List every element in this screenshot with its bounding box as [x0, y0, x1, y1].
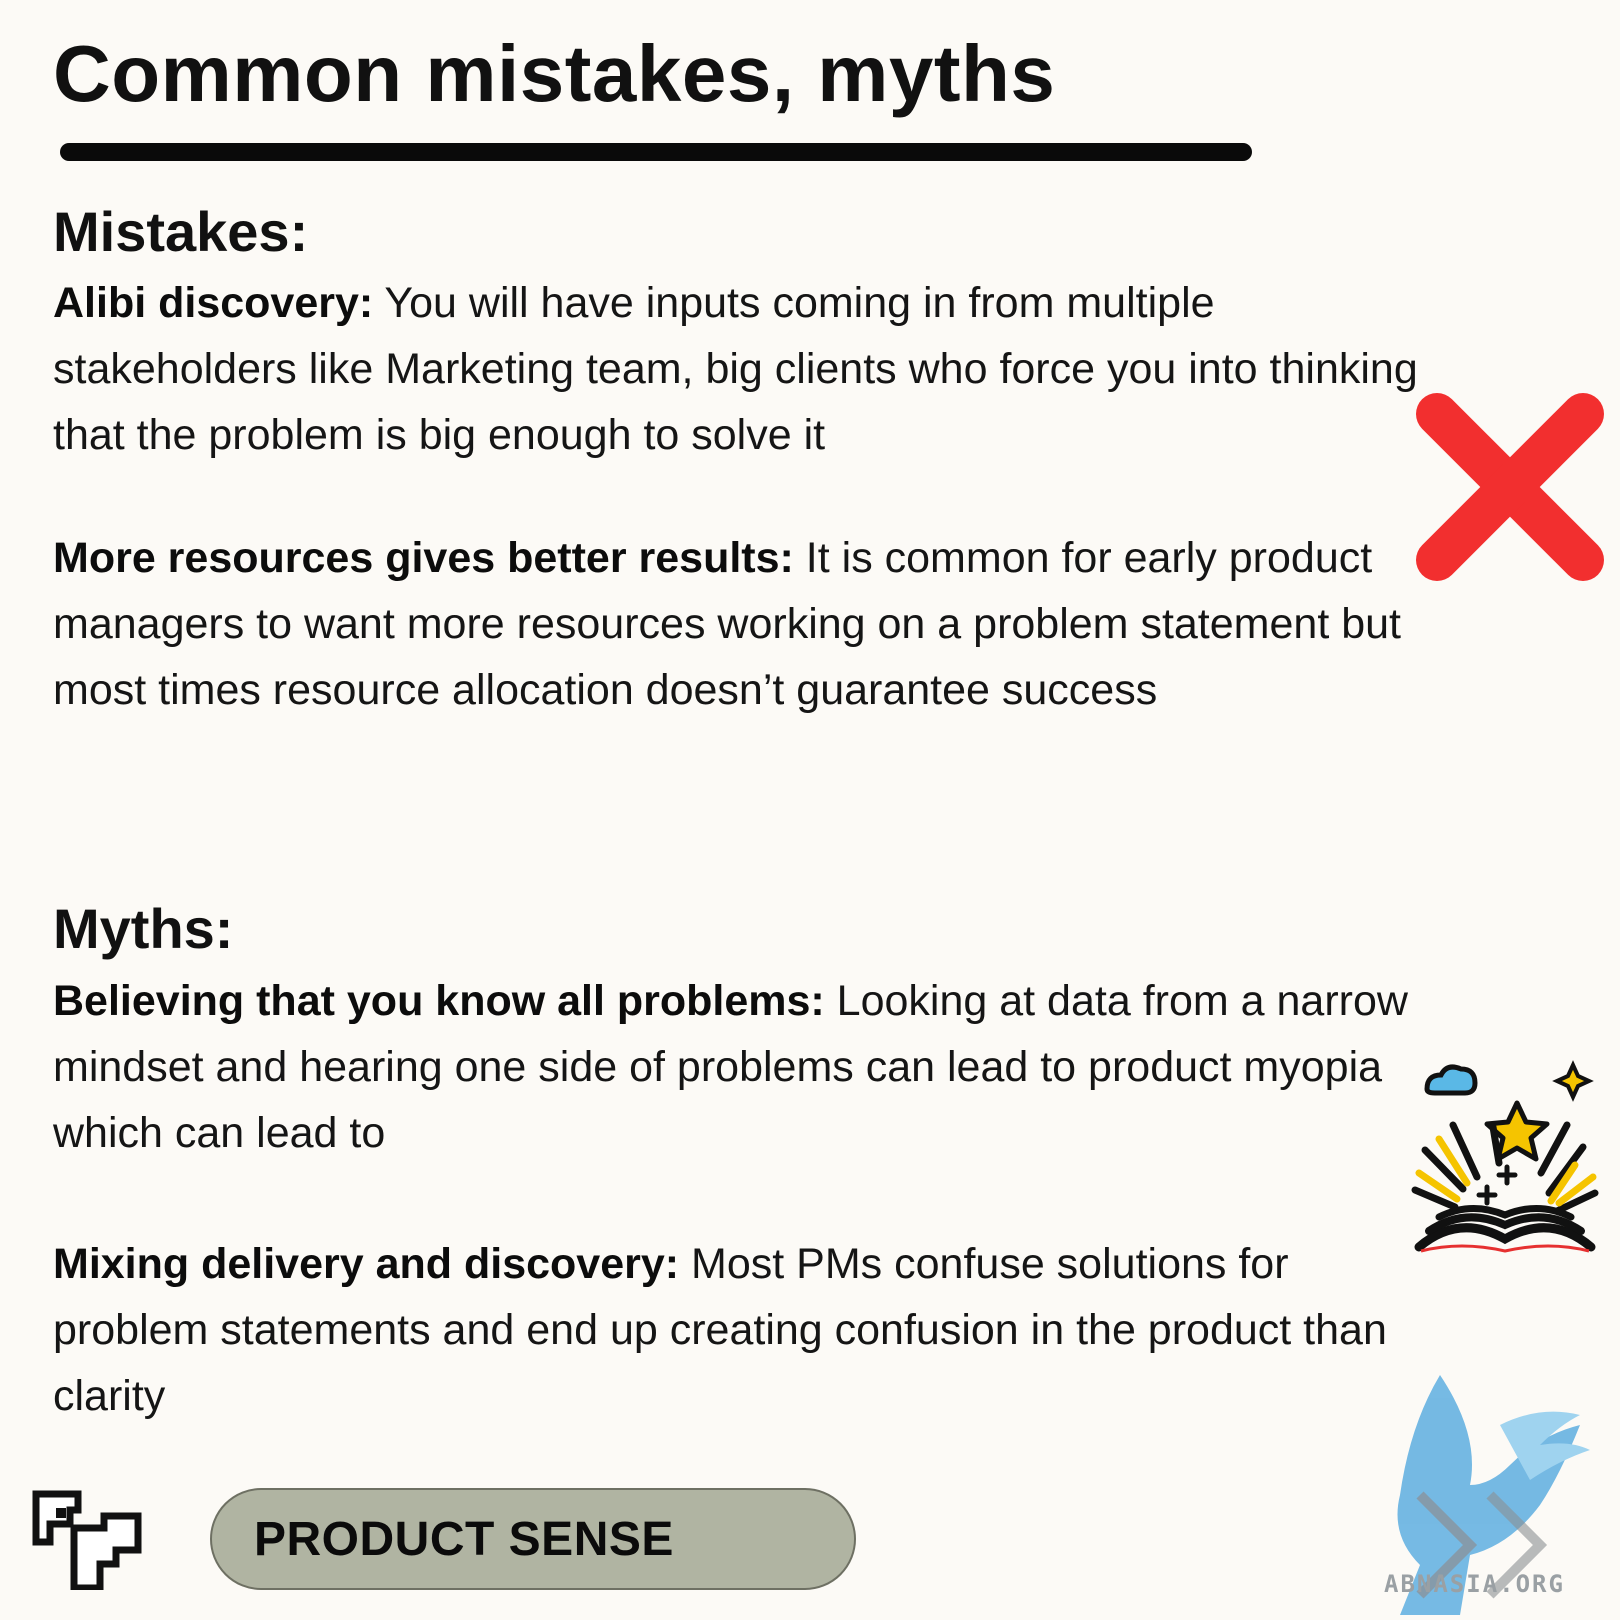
product-sense-tag: PRODUCT SENSE [210, 1488, 856, 1590]
mistake-text: It is common for early product managers … [53, 534, 1401, 714]
mistake-item-alibi-discovery: Alibi discovery: You will have inputs co… [53, 270, 1438, 468]
tag-label: PRODUCT SENSE [254, 1512, 674, 1566]
mistake-item-more-resources: More resources gives better results: It … [53, 525, 1438, 723]
product-sense-logo [32, 1490, 142, 1590]
mistake-term: More resources gives better results: [53, 534, 794, 582]
mistakes-heading: Mistakes: [53, 200, 309, 263]
watermark-text: ABNASIA.ORG [1384, 1570, 1565, 1598]
myth-term: Mixing delivery and discovery: [53, 1240, 680, 1288]
myth-text: Looking at data from a narrow mindset an… [53, 977, 1408, 1157]
magic-book-icon [1411, 1060, 1599, 1253]
myth-item-know-all-problems: Believing that you know all problems: Lo… [53, 968, 1438, 1166]
red-cross-icon [1416, 393, 1604, 581]
griffin-watermark [1397, 1375, 1590, 1615]
myths-heading: Myths: [53, 897, 234, 960]
title-underline [60, 143, 1252, 161]
mistake-text: You will have inputs coming in from mult… [53, 279, 1418, 459]
mistake-term: Alibi discovery: [53, 279, 374, 327]
myth-text: Most PMs confuse solutions for problem s… [53, 1240, 1387, 1420]
page-title: Common mistakes, myths [53, 29, 1056, 118]
myth-item-delivery-discovery: Mixing delivery and discovery: Most PMs … [53, 1231, 1438, 1429]
myth-term: Believing that you know all problems: [53, 977, 825, 1025]
